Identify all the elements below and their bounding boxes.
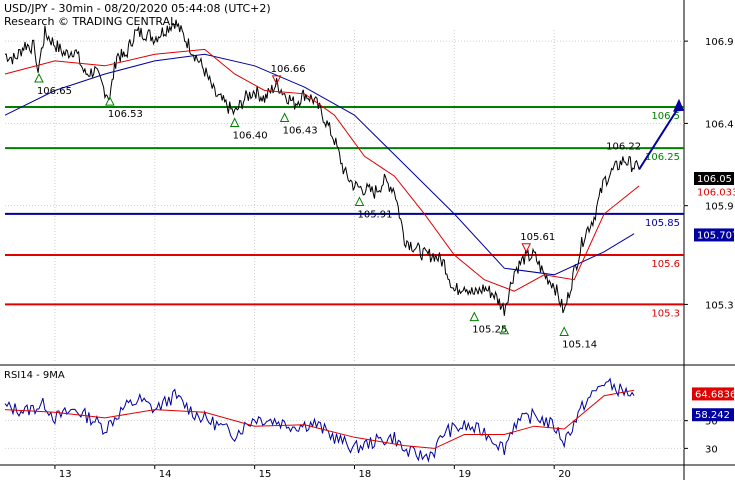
resistance-marker — [521, 243, 532, 253]
support-marker — [229, 117, 240, 127]
level-label: 106.5 — [651, 111, 680, 122]
rsi-tick-label: 50 — [705, 417, 718, 428]
rsi-value-tag — [692, 408, 734, 422]
rsi-value-tag-label: 58.242 — [695, 410, 730, 421]
price-tag — [694, 172, 734, 185]
support-marker — [469, 311, 480, 322]
x-tick-label: 18 — [358, 469, 371, 480]
support-marker — [354, 196, 365, 206]
marker-label: 106.43 — [283, 126, 318, 137]
price-tag-label: 106.033 — [697, 187, 735, 198]
price-tick-label: 105.9 — [705, 202, 734, 213]
forecast-arrow-head — [673, 98, 685, 112]
price-tick-label: 105.3 — [705, 300, 734, 311]
marker-label: 106.66 — [271, 64, 306, 75]
level-label: 105.6 — [651, 259, 680, 270]
chart-title: USD/JPY - 30min - 08/20/2020 05:44:08 (U… — [4, 2, 271, 15]
price-tick-label: 106.4 — [705, 119, 734, 130]
price-tick-label: 106.9 — [705, 37, 734, 48]
x-tick-label: 14 — [159, 469, 172, 480]
marker-label: 106.65 — [37, 86, 72, 97]
price-tag — [694, 228, 734, 242]
marker-label: 105.91 — [357, 209, 392, 220]
chart-subtitle: Research © TRADING CENTRAL — [4, 15, 177, 28]
rsi-title: RSI14 - 9MA — [4, 370, 65, 381]
level-label: 105.3 — [651, 308, 680, 319]
rsi-ma-line — [4, 389, 635, 449]
x-tick-label: 15 — [259, 469, 272, 480]
marker-label: 105.61 — [520, 232, 555, 243]
forecast-arrow-line — [638, 106, 680, 171]
slow-ma-line — [4, 53, 635, 276]
x-tick-label: 20 — [558, 469, 571, 480]
marker-label: 106.53 — [108, 109, 143, 120]
price-tag-label: 105.707 — [697, 230, 735, 241]
level-label: 105.85 — [645, 218, 680, 229]
x-tick-label: 19 — [458, 469, 471, 480]
support-marker — [499, 324, 510, 335]
rsi-value-tag-label: 64.6836 — [695, 389, 735, 400]
support-marker — [105, 95, 115, 106]
rsi-panel: 13 14 15 18 19 20 RSI14 - 9MA 50 30 64.6836 58.242 — [0, 368, 735, 480]
marker-label: 106.22 — [606, 142, 641, 153]
rsi-tick-label: 30 — [705, 444, 718, 455]
support-marker — [279, 112, 290, 123]
x-tick-label: 13 — [59, 469, 72, 480]
rsi-line — [4, 377, 635, 463]
price-tag — [694, 185, 734, 199]
level-label: 106.25 — [645, 152, 680, 163]
marker-label: 105.25 — [472, 325, 507, 336]
support-marker — [559, 326, 569, 336]
resistance-marker — [271, 75, 282, 86]
marker-label: 106.40 — [233, 130, 268, 141]
support-marker — [34, 72, 44, 83]
price-tag-label: 106.05 — [697, 174, 732, 185]
fast-ma-line — [4, 48, 640, 292]
marker-label: 105.14 — [562, 339, 597, 350]
rsi-value-tag — [692, 387, 734, 401]
